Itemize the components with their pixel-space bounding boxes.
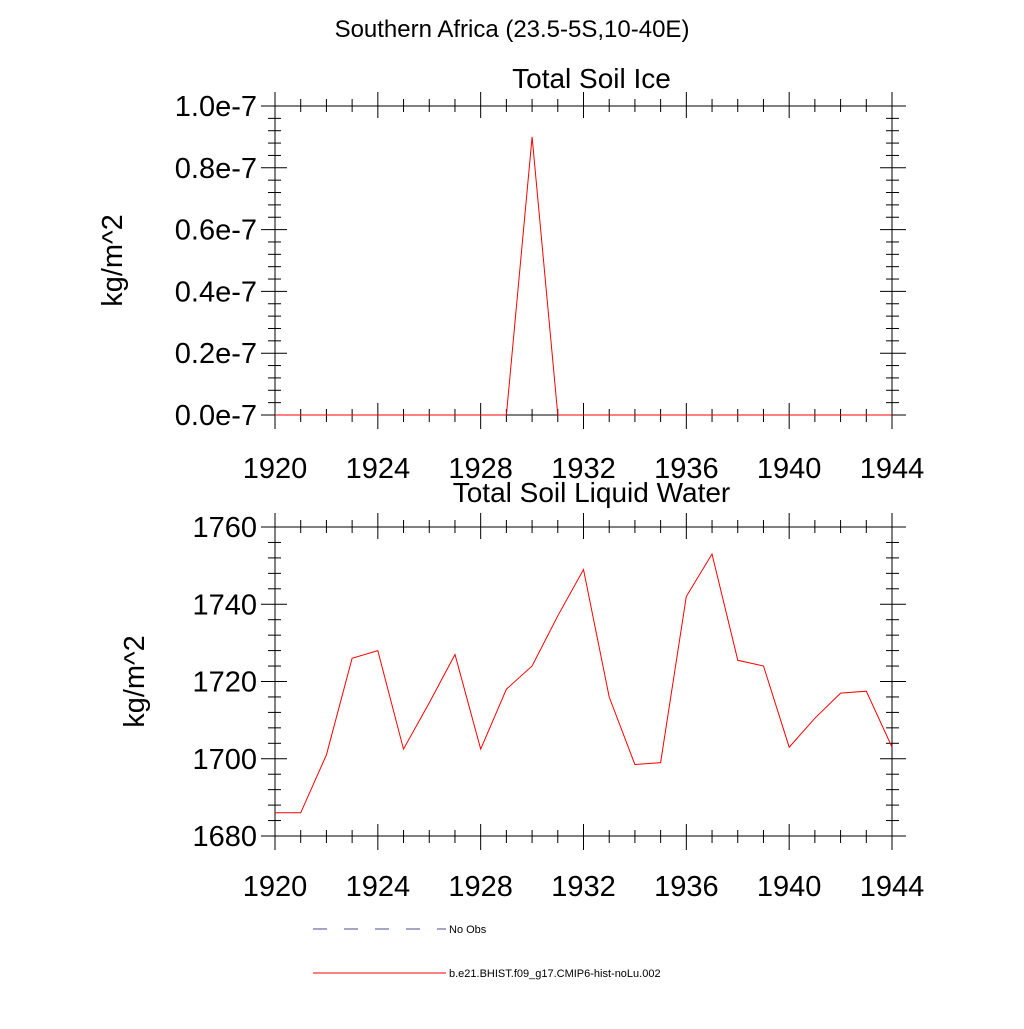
y-tick-label: 0.0e-7 [175, 400, 257, 432]
series-line [275, 552, 893, 814]
y-tick-label: 1680 [192, 821, 257, 853]
x-tick-label: 1944 [860, 453, 925, 485]
x-tick-label: 1940 [757, 871, 822, 903]
figure-suptitle: Southern Africa (23.5-5S,10-40E) [334, 16, 690, 43]
panel-title: Total Soil Liquid Water [453, 477, 731, 508]
plot-frame [274, 526, 893, 837]
y-tick-label: 1720 [192, 667, 257, 699]
x-tick-label: 1940 [757, 453, 822, 485]
x-tick-label: 1928 [448, 871, 513, 903]
legend-label: b.e21.BHIST.f09_g17.CMIP6-hist-noLu.002 [449, 968, 661, 980]
x-tick-label: 1924 [346, 453, 411, 485]
series-line [275, 136, 892, 416]
y-tick-label: 1700 [192, 744, 257, 776]
panel-1: Total Soil Ice kg/m^2 1920 1924 1928 1932 1936… [97, 63, 924, 485]
x-tick-label: 1936 [654, 453, 719, 485]
x-tick-label: 1936 [654, 871, 719, 903]
y-tick-label: 0.4e-7 [175, 276, 257, 308]
y-axis-label: kg/m^2 [119, 635, 151, 728]
y-tick-label: 1760 [192, 512, 257, 544]
x-tick-label: 1932 [551, 453, 616, 485]
x-tick-label: 1932 [551, 871, 616, 903]
y-tick-label: 1740 [192, 589, 257, 621]
x-tick-label: 1928 [448, 453, 513, 485]
legend-label: No Obs [449, 924, 487, 936]
panel-2: Total Soil Liquid Water kg/m^2 1920 1924 192… [119, 477, 924, 903]
y-tick-label: 0.8e-7 [175, 153, 257, 185]
legend: No Obs b.e21.BHIST.f09_g17.CMIP6-hist-noL… [313, 924, 661, 980]
panel-title: Total Soil Ice [512, 63, 671, 94]
y-tick-label: 0.6e-7 [175, 215, 257, 247]
y-tick-label: 0.2e-7 [175, 338, 257, 370]
x-tick-label: 1924 [346, 871, 411, 903]
plot-frame [274, 105, 893, 416]
x-tick-label: 1920 [243, 453, 308, 485]
y-tick-label: 1.0e-7 [175, 91, 257, 123]
y-axis-label: kg/m^2 [97, 214, 129, 307]
x-tick-label: 1920 [243, 871, 308, 903]
x-tick-label: 1944 [860, 871, 925, 903]
